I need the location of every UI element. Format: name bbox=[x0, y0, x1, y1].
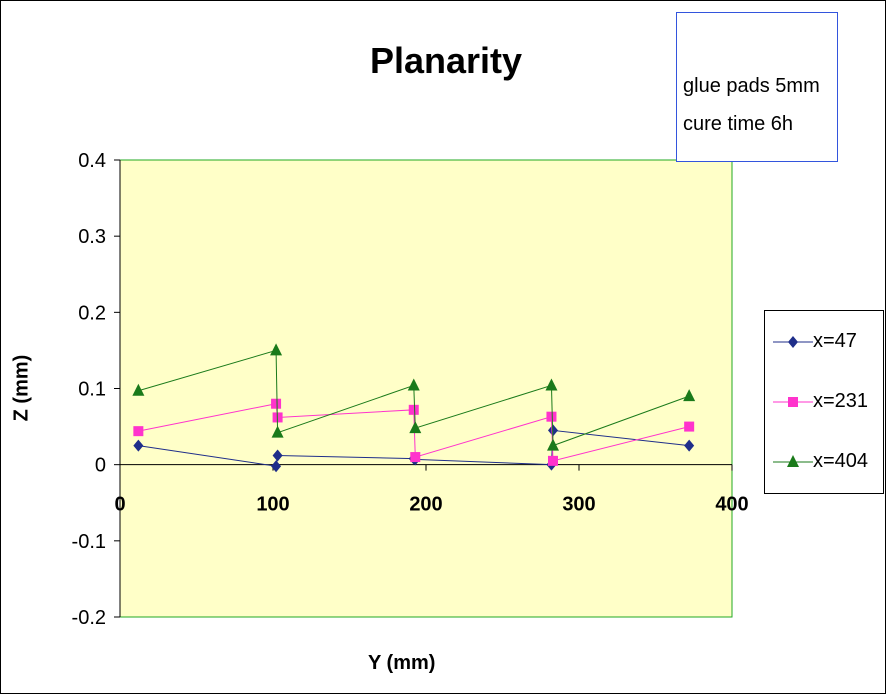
legend-label: x=404 bbox=[813, 450, 869, 472]
data-point-series-0 bbox=[684, 439, 695, 452]
data-point-series-2 bbox=[545, 378, 558, 391]
legend-marker bbox=[788, 336, 798, 348]
data-point-series-2 bbox=[683, 389, 696, 402]
legend-marker-square bbox=[773, 397, 813, 407]
data-point-series-1 bbox=[684, 421, 695, 432]
data-point-series-1 bbox=[547, 455, 558, 466]
legend-marker-diamond bbox=[773, 336, 813, 348]
legend: x=47 x=231 x=404 bbox=[764, 310, 884, 494]
data-point-series-2 bbox=[271, 425, 284, 438]
chart-title: Planarity bbox=[370, 40, 523, 81]
x-tick-label: 300 bbox=[562, 494, 595, 516]
data-point-series-0 bbox=[271, 460, 282, 473]
annotation-box: glue pads 5mm cure time 6h bbox=[676, 12, 838, 162]
legend-item-x404: x=404 bbox=[765, 447, 883, 477]
y-tick-label: -0.1 bbox=[72, 531, 106, 553]
annotation-line-1: glue pads 5mm bbox=[683, 75, 820, 97]
legend-label: x=47 bbox=[813, 330, 857, 352]
data-point-series-2 bbox=[132, 383, 145, 396]
y-tick-label: -0.2 bbox=[72, 607, 106, 629]
data-point-series-1 bbox=[133, 426, 144, 437]
data-point-series-1 bbox=[410, 452, 421, 463]
y-tick-label: 0.3 bbox=[78, 226, 106, 248]
legend-item-x47: x=47 bbox=[765, 327, 883, 357]
data-point-series-0 bbox=[133, 439, 144, 452]
data-point-series-2 bbox=[407, 378, 420, 391]
legend-label: x=231 bbox=[813, 390, 869, 412]
y-tick-label: 0 bbox=[95, 455, 106, 477]
x-tick-label: 0 bbox=[114, 494, 125, 516]
y-tick-label: 0.2 bbox=[78, 302, 106, 324]
legend-marker-triangle bbox=[773, 455, 813, 467]
data-point-series-2 bbox=[270, 343, 283, 356]
annotation-line-2: cure time 6h bbox=[683, 113, 794, 135]
data-point-series-1 bbox=[546, 411, 557, 422]
data-point-series-0 bbox=[272, 449, 283, 462]
data-point-series-1 bbox=[408, 404, 419, 415]
x-axis-label: Y (mm) bbox=[368, 652, 436, 674]
x-tick-label: 100 bbox=[256, 494, 289, 516]
data-point-series-2 bbox=[546, 438, 559, 451]
plot-area bbox=[119, 159, 733, 618]
legend-marker bbox=[787, 455, 799, 467]
y-axis-label: Z (mm) bbox=[10, 354, 33, 422]
legend-item-x231: x=231 bbox=[765, 387, 883, 417]
legend-marker bbox=[788, 397, 798, 407]
y-tick-label: 0.4 bbox=[78, 150, 106, 172]
y-tick-label: 0.1 bbox=[78, 379, 106, 401]
series-line-2 bbox=[138, 349, 690, 447]
data-point-series-2 bbox=[409, 421, 422, 434]
x-tick-label: 400 bbox=[715, 494, 748, 516]
data-point-series-1 bbox=[271, 398, 282, 409]
x-tick-label: 200 bbox=[409, 494, 442, 516]
